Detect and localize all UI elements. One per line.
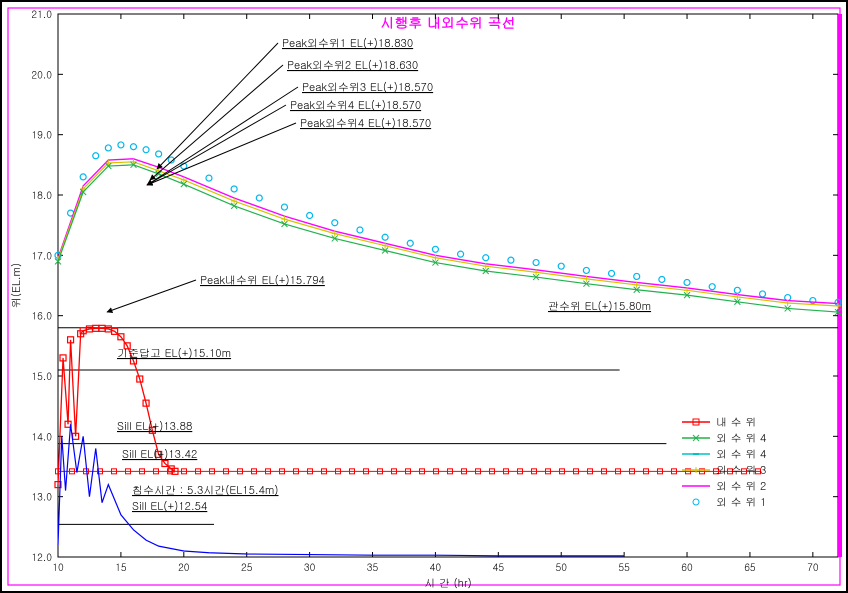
x-tick-label: 65 bbox=[744, 560, 756, 574]
annotation-leader bbox=[147, 87, 298, 185]
y-tick-label: 18.0 bbox=[31, 188, 52, 202]
x-axis-label: 시 간 (hr) bbox=[424, 576, 472, 591]
annotation-label: Peak외수위3 EL(+)18.570 bbox=[302, 80, 433, 95]
x-tick-label: 10 bbox=[52, 560, 64, 574]
x-tick-label: 25 bbox=[241, 560, 253, 574]
annotation-label: 관수위 EL(+)15.80m bbox=[548, 299, 651, 314]
y-tick-label: 17.0 bbox=[31, 248, 52, 262]
series-outer3 bbox=[58, 162, 838, 306]
annotation-leader bbox=[147, 123, 296, 185]
x-tick-label: 70 bbox=[807, 560, 819, 574]
y-tick-label: 19.0 bbox=[31, 128, 52, 142]
y-tick-label: 15.0 bbox=[31, 369, 52, 383]
y-tick-label: 12.0 bbox=[31, 550, 52, 564]
annotation-label: Sill EL(+)13.88 bbox=[117, 419, 192, 434]
chart-container: 시행후 내외수위 곡선 12.0 13.0 14.0 15.0 16.0 17.0 18.0 1… bbox=[0, 0, 848, 593]
legend-label: 내 수 위 bbox=[716, 415, 756, 430]
legend-label: 외 수 위 2 bbox=[716, 479, 766, 494]
y-axis-label: 위(EL.m) bbox=[9, 263, 24, 308]
x-tick-label: 30 bbox=[304, 560, 316, 574]
x-tick-label: 40 bbox=[430, 560, 442, 574]
y-tick-label: 13.0 bbox=[31, 490, 52, 504]
x-tick-label: 35 bbox=[367, 560, 379, 574]
legend-label: 외 수 위 1 bbox=[716, 495, 766, 510]
chart-svg: 시행후 내외수위 곡선 12.0 13.0 14.0 15.0 16.0 17.0 18.0 1… bbox=[2, 2, 846, 591]
legend-label: 외 수 위 3 bbox=[716, 463, 766, 478]
annotation-leader bbox=[147, 105, 286, 185]
annotation-leader bbox=[150, 65, 283, 180]
annotation-label: Peak외수위4 EL(+)18.570 bbox=[290, 98, 421, 113]
y-tick-label: 16.0 bbox=[31, 309, 52, 323]
y-tick-label: 21.0 bbox=[31, 7, 52, 21]
x-tick-label: 55 bbox=[618, 560, 630, 574]
annotation-label: 기준답고 EL(+)15.10m bbox=[117, 346, 231, 361]
x-tick-label: 60 bbox=[681, 560, 693, 574]
annotation-label: Peak내수위 EL(+)15.794 bbox=[200, 273, 326, 288]
x-tick-label: 50 bbox=[555, 560, 567, 574]
x-tick-label: 45 bbox=[493, 560, 505, 574]
x-tick-label: 15 bbox=[115, 560, 127, 574]
series-outer4 bbox=[58, 165, 838, 312]
y-tick-label: 14.0 bbox=[31, 429, 52, 443]
annotation-label: Peak외수위1 EL(+)18.830 bbox=[282, 36, 413, 51]
annotation-label: 침수시간 : 5.3시간(EL15.4m) bbox=[132, 483, 279, 498]
x-tick-label: 20 bbox=[178, 560, 190, 574]
annotation-leader bbox=[157, 43, 278, 169]
chart-title: 시행후 내외수위 곡선 bbox=[380, 12, 515, 32]
legend-label: 외 수 위 4 bbox=[716, 447, 767, 462]
annotation-label: Sill EL(+)13.42 bbox=[122, 447, 197, 462]
y-tick-label: 20.0 bbox=[31, 67, 52, 81]
legend-label: 외 수 위 4 bbox=[716, 431, 767, 446]
annotation-label: Peak외수위2 EL(+)18.630 bbox=[287, 58, 418, 73]
annotation-label: Sill EL(+)12.54 bbox=[132, 499, 208, 514]
annotation-label: Peak외수위4 EL(+)18.570 bbox=[300, 116, 431, 131]
annotation-leader bbox=[107, 280, 196, 312]
